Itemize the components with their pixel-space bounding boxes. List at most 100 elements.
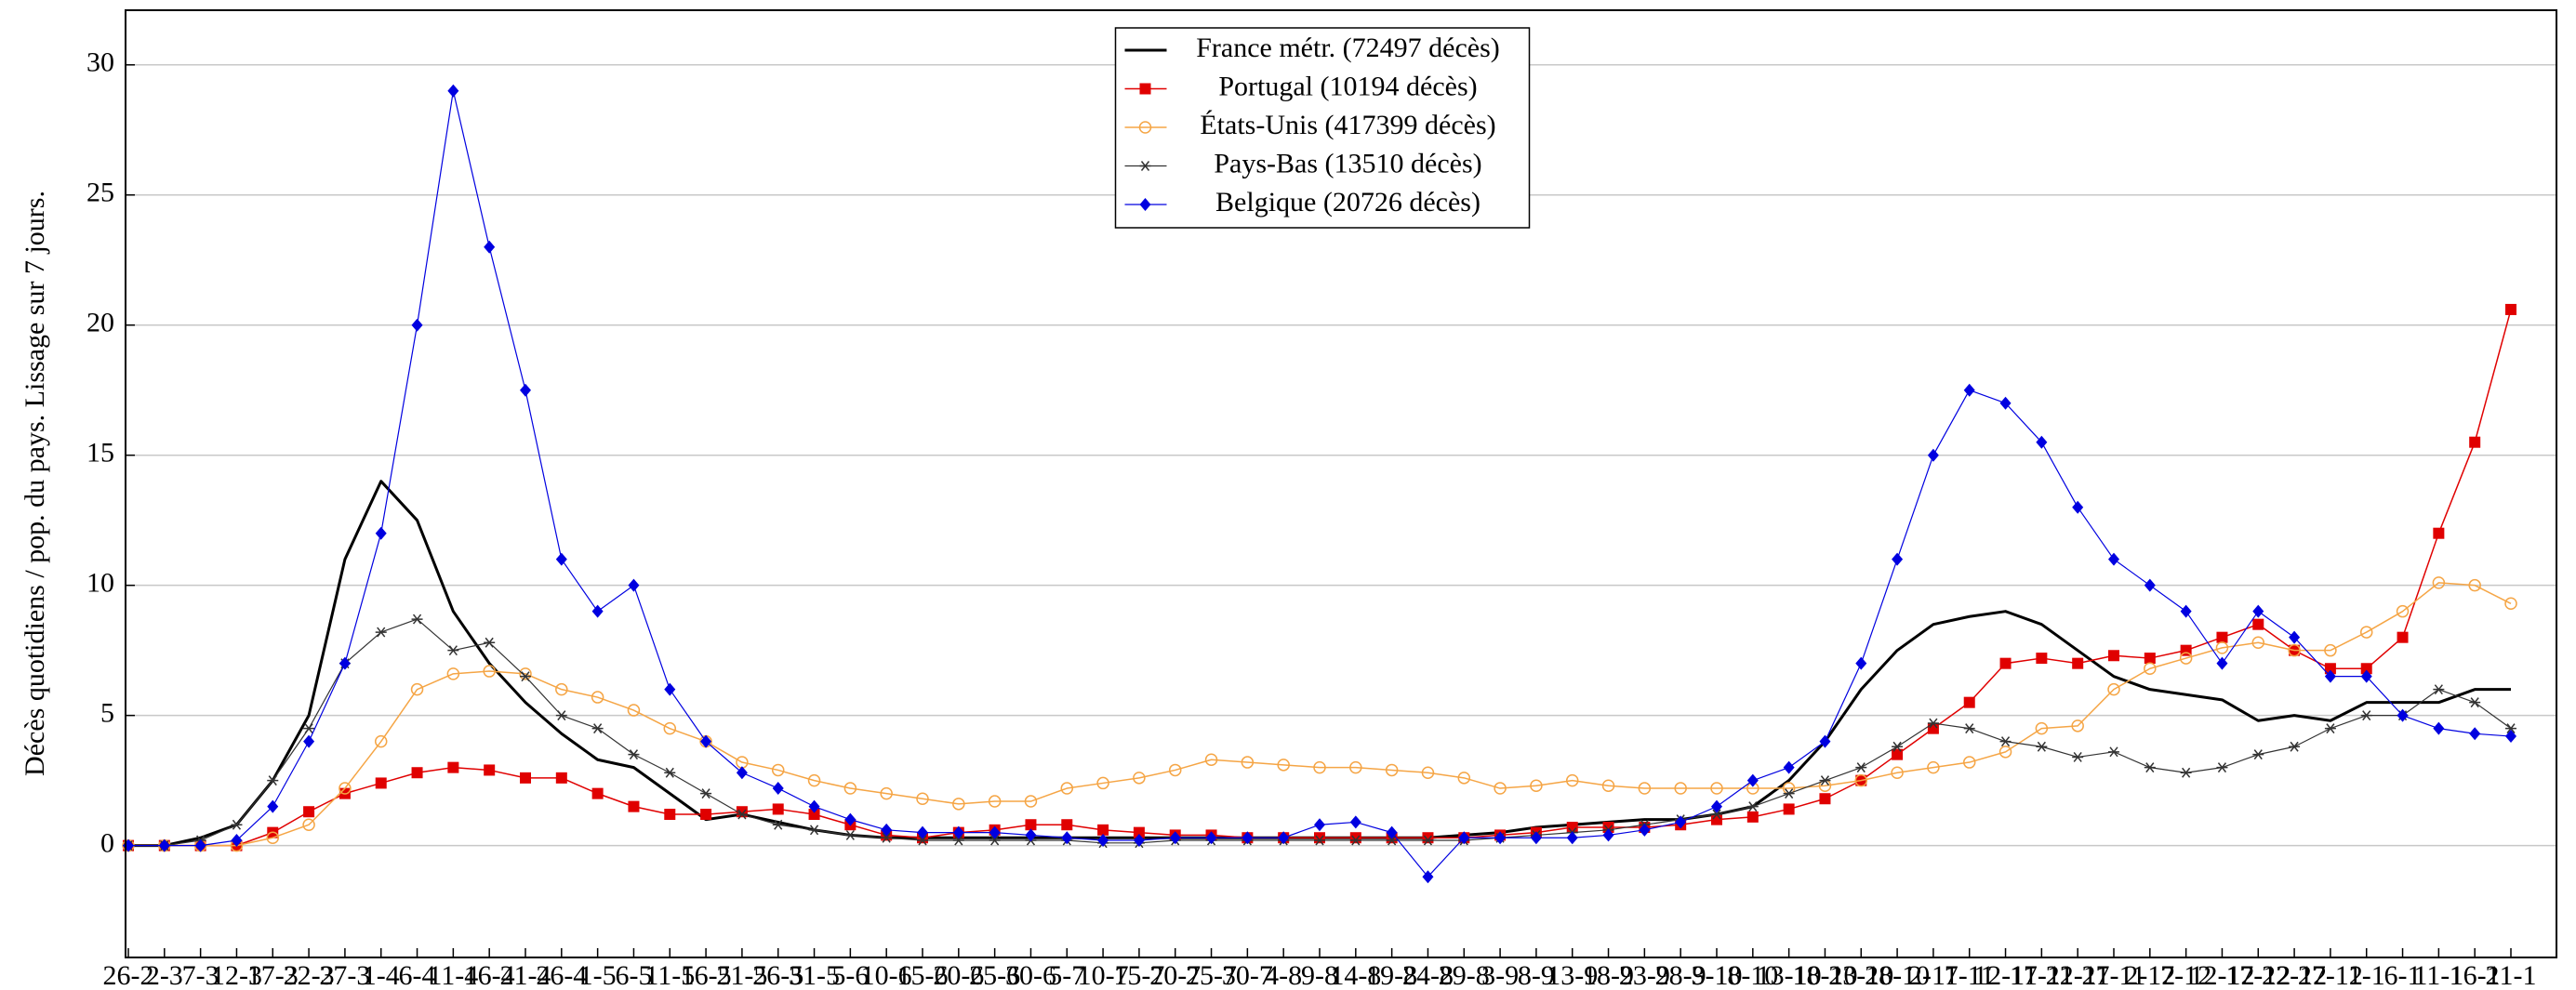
point [2432,576,2446,589]
point [2144,578,2156,592]
point [375,777,387,789]
plot-frame [125,9,2557,958]
y-tick-label: 15 [86,438,114,469]
point [483,665,496,678]
point [917,835,928,846]
point [2469,727,2481,741]
x-tick-label: 7-12 [2160,960,2211,990]
legend-label: États-Unis (417399 décès) [1200,110,1495,140]
point [2289,630,2301,644]
point [843,782,857,795]
point [411,614,423,625]
x-tick-label: 26-5 [752,960,803,990]
x-tick-label: 11-1 [2413,960,2463,990]
point [664,767,676,778]
point [2397,708,2409,722]
point [1927,448,1939,462]
point [1711,813,1722,825]
x-tick-label: 29-8 [1439,960,1490,990]
point [1314,835,1325,846]
point [952,835,964,846]
point [771,763,785,777]
point [2505,723,2516,734]
point [2179,652,2193,665]
point [1783,760,1795,774]
point [1061,831,1073,845]
point [2108,552,2119,566]
x-tick-label: 4-8 [1265,960,1302,990]
point [303,806,315,818]
point [2324,669,2336,683]
point [2359,626,2373,639]
x-tick-label: 3-10 [1692,960,1743,990]
x-tick-label: 21-1 [2486,960,2537,990]
x-tick-label: 28-10 [1865,960,1930,990]
point [989,825,1001,839]
point [2433,721,2445,735]
point [2108,746,2119,758]
point [2469,436,2481,448]
legend-label: France métr. (72497 décès) [1196,33,1500,63]
x-tick-label: 22-12 [2262,960,2327,990]
point [1530,779,1543,792]
point [1277,759,1290,772]
point [772,803,784,815]
point [303,723,315,734]
point [231,819,243,830]
legend-label: Belgique (20726 décès) [1215,187,1481,218]
point [1458,831,1470,845]
x-tick-label: 27-3 [319,960,370,990]
x-tick-label: 5-7 [1048,960,1085,990]
point [446,667,460,680]
point [1999,736,2012,747]
point [2036,435,2048,449]
point [1711,799,1722,813]
point [1061,819,1073,831]
point [1349,835,1361,846]
point [1963,383,1975,397]
point [664,682,676,696]
point [736,809,748,820]
point [1386,835,1398,846]
point [1133,772,1146,785]
point [1602,828,1614,842]
x-tick-label: 13-9 [1547,960,1598,990]
point [374,734,388,748]
point [2252,749,2264,760]
point [808,809,820,821]
y-tick-label: 20 [86,308,114,338]
point [2360,663,2372,675]
point [1891,766,1904,779]
x-tick-label: 1-4 [363,960,400,990]
y-tick-label: 30 [86,47,114,78]
y-tick-label: 5 [100,698,114,729]
point [1999,657,2012,669]
point [1025,828,1037,842]
point [1855,762,1867,773]
point [807,773,821,787]
point [2505,303,2516,315]
point [952,825,964,839]
point [1963,723,1975,734]
point [1314,832,1325,844]
series [123,84,2516,884]
x-tick-label: 15-6 [897,960,949,990]
point [2036,741,2048,752]
x-tick-label: 16-1 [2450,960,2501,990]
point [808,799,820,813]
x-tick-label: 16-5 [681,960,732,990]
point [1139,83,1151,95]
point [1097,834,1109,848]
x-tick-label: 12-12 [2189,960,2254,990]
point [1746,773,1759,787]
point [2072,657,2084,669]
point [1139,198,1151,211]
point [410,682,424,696]
point [916,792,929,805]
point [520,383,531,397]
point [2215,641,2229,654]
point [2036,653,2048,665]
x-tick-label: 25-6 [969,960,1020,990]
series [123,303,2516,851]
point [700,809,712,821]
